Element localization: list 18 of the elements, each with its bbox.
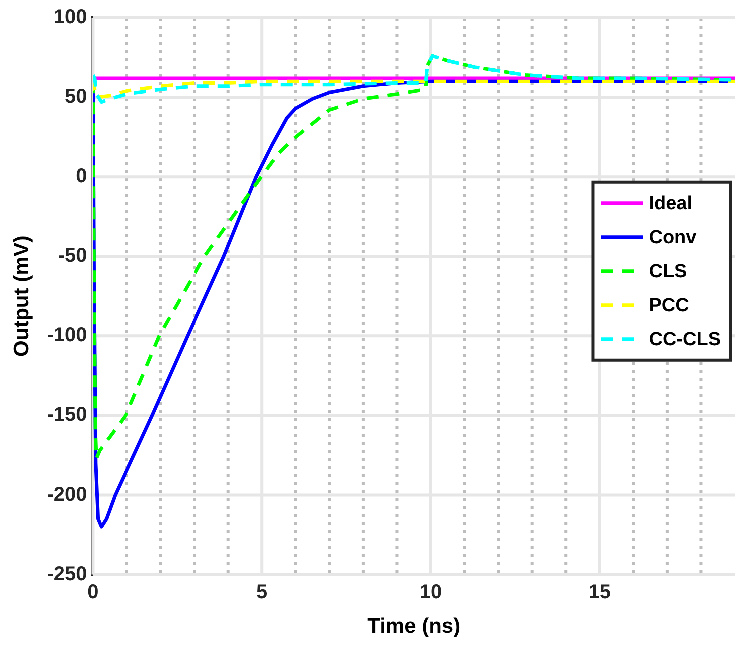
y-tick-label: -200 — [47, 484, 88, 506]
y-tick-label: 100 — [54, 6, 88, 29]
y-tick-label: -150 — [47, 404, 88, 426]
x-tick-label: 10 — [420, 581, 442, 604]
y-tick-label: -50 — [58, 245, 88, 268]
x-axis-title: Time (ns) — [368, 615, 461, 638]
x-tick-label: 15 — [588, 581, 612, 604]
legend-label: Conv — [649, 228, 698, 249]
y-axis-title: Output (mV) — [10, 236, 34, 358]
x-tick-label: 5 — [256, 581, 268, 604]
y-tick-label: 50 — [64, 86, 88, 108]
legend-label: PCC — [649, 296, 690, 317]
y-tick-label: -250 — [47, 563, 88, 586]
legend-label: CC-CLS — [649, 330, 722, 351]
y-tick-label: 0 — [76, 166, 88, 188]
legend-label: Ideal — [649, 194, 693, 215]
y-tick-label: -100 — [47, 324, 88, 347]
legend-label: CLS — [649, 262, 688, 283]
